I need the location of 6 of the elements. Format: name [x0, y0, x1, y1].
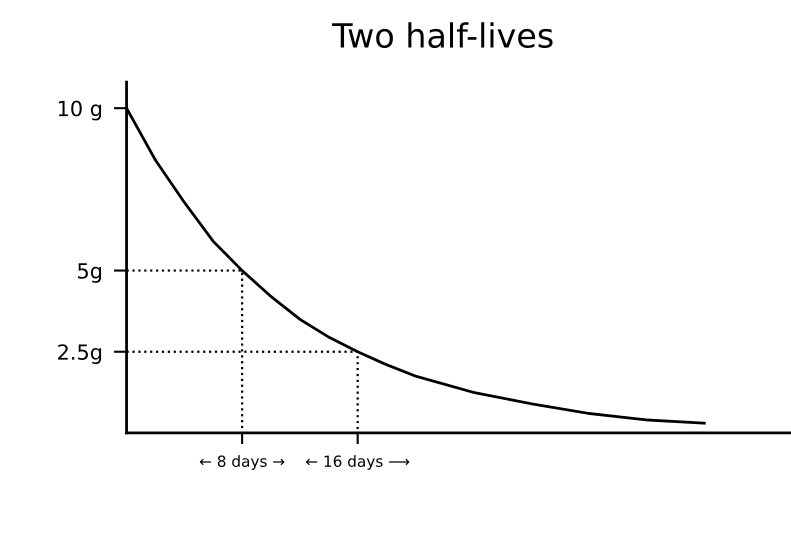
chart-title: Two half-lives [332, 22, 553, 48]
y-tick-label: 10 g [58, 100, 102, 120]
y-tick-label: 2.5g [58, 344, 102, 364]
x-tick-label: ← 8 days → [200, 455, 284, 470]
y-tick-label: 5g [78, 263, 102, 283]
x-tick-label: ← 16 days ⟶ [306, 455, 410, 470]
